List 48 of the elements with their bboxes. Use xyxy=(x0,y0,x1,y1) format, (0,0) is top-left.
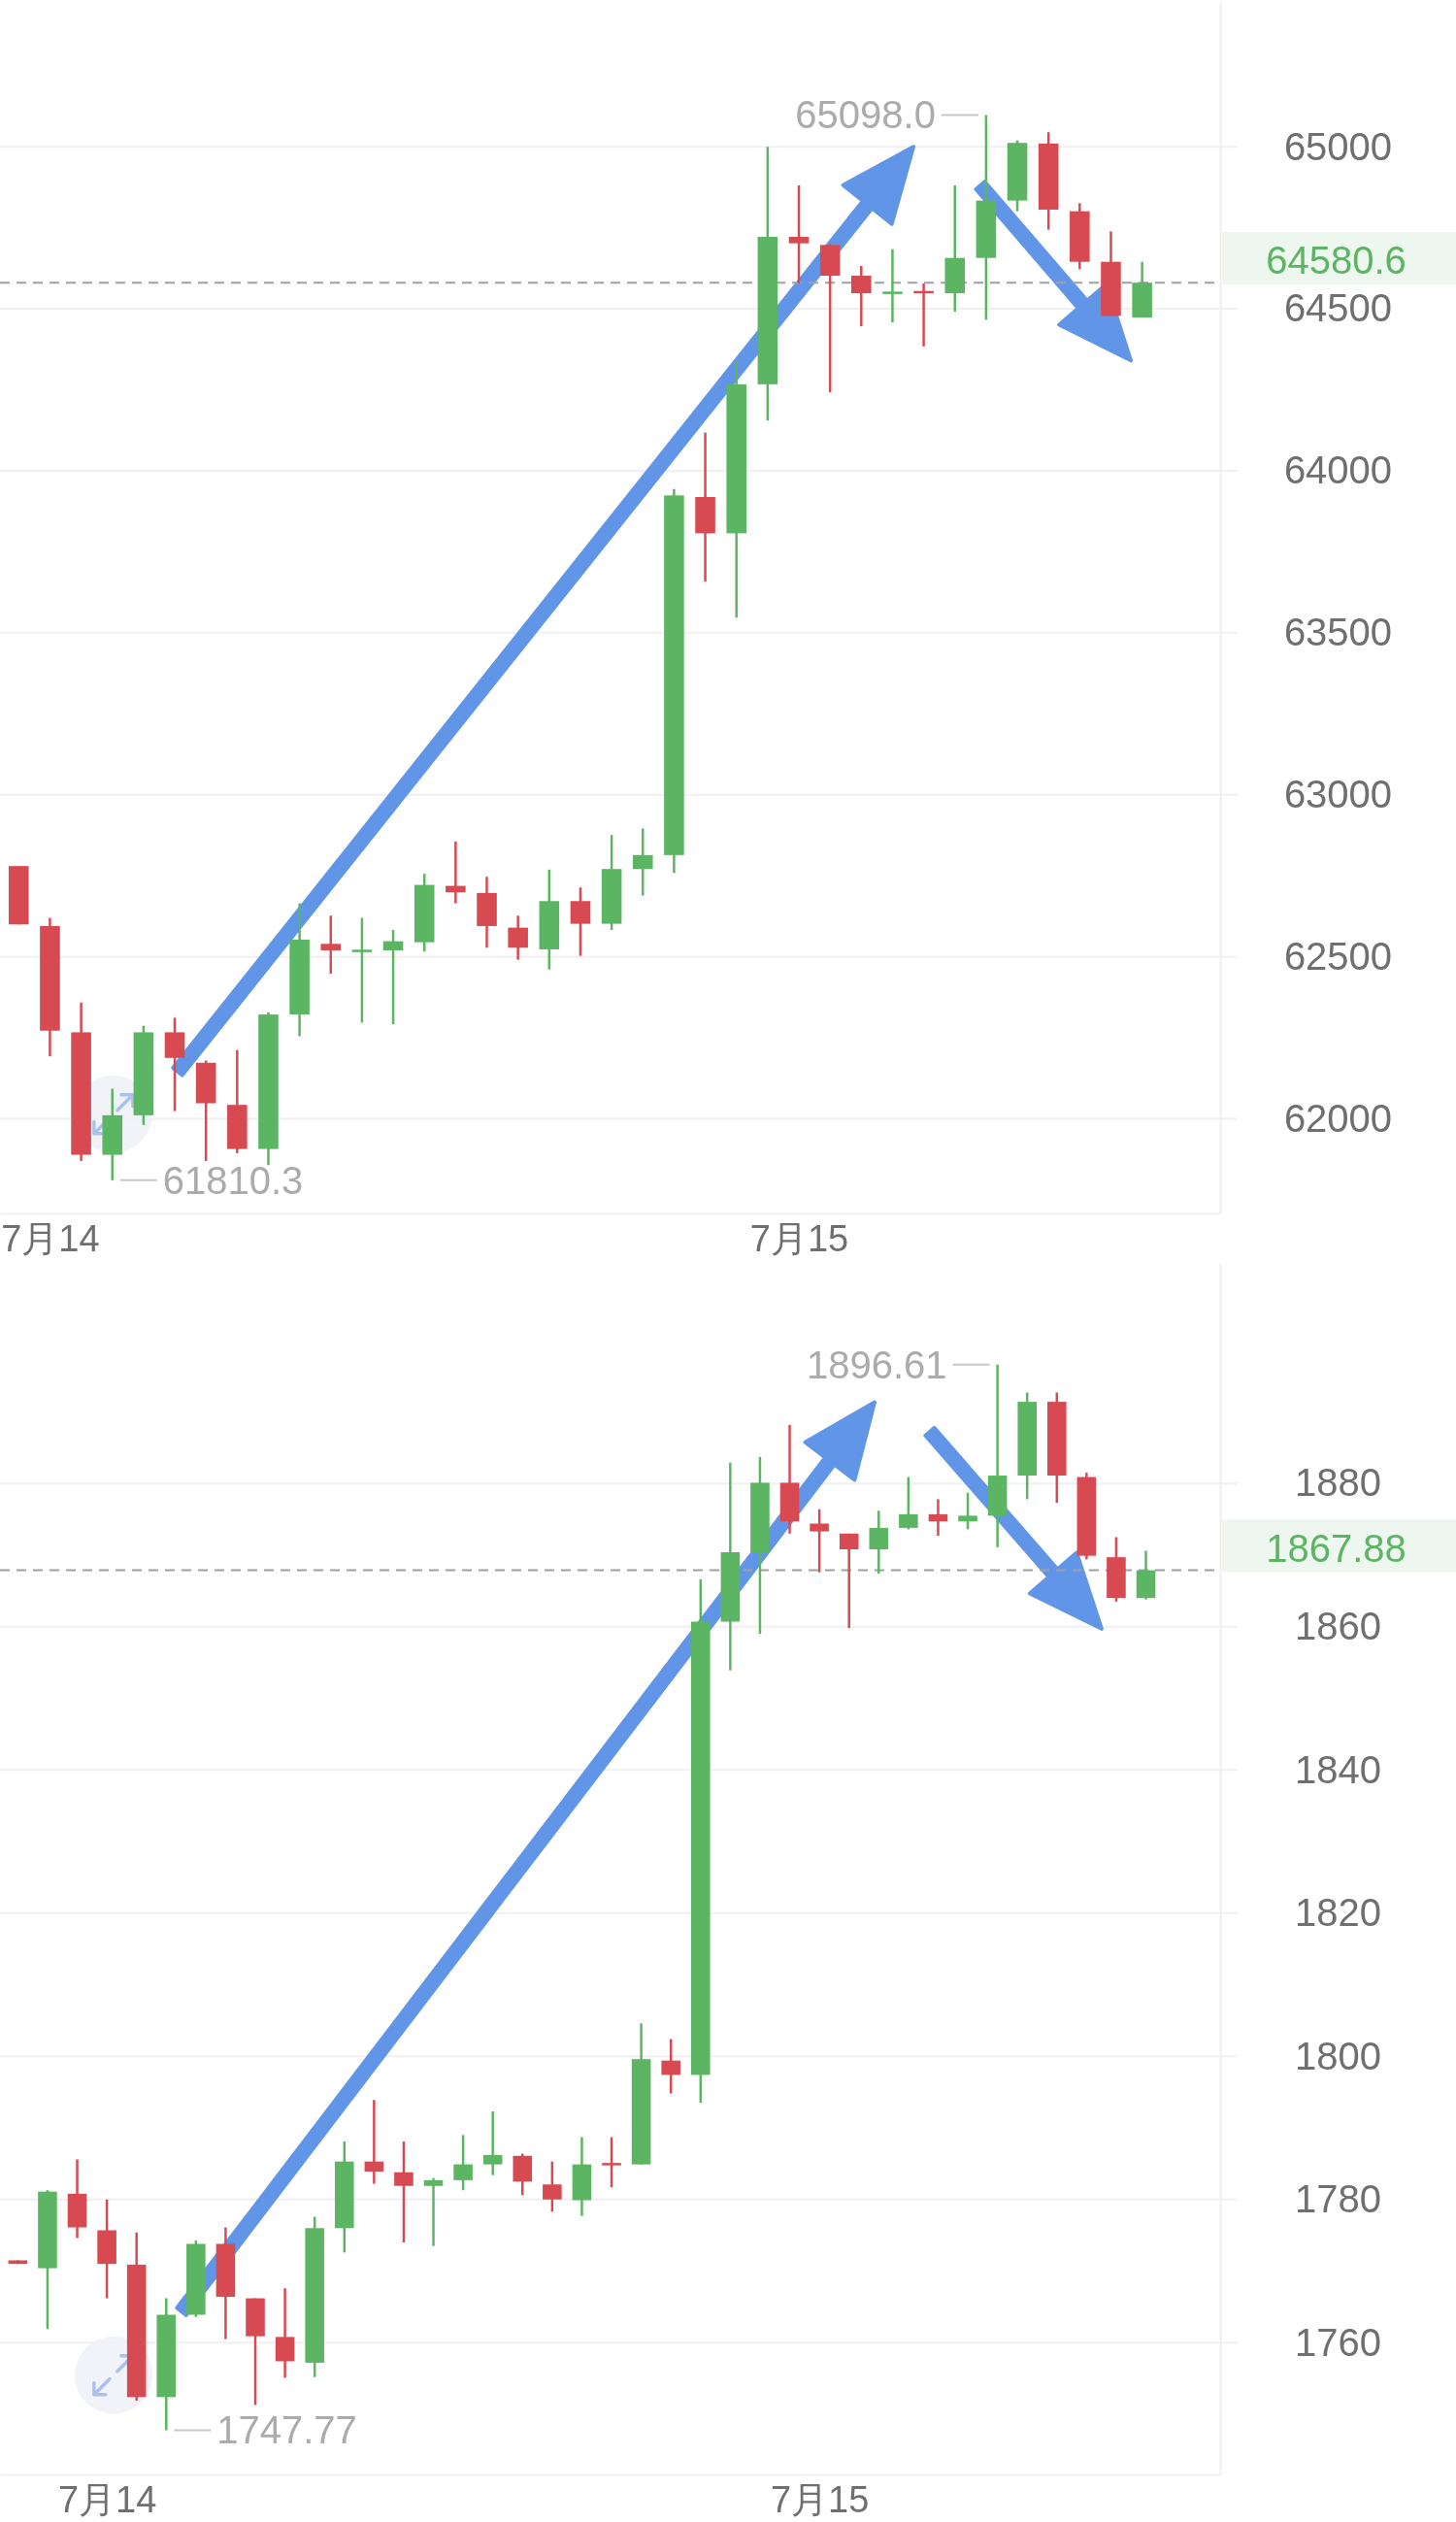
candlestick xyxy=(543,2160,562,2213)
candlestick xyxy=(928,1498,948,1538)
ref-line-label: 1867.88 xyxy=(1266,1526,1406,1570)
x-tick-label: 7月15 xyxy=(770,2478,870,2520)
y-tick-label: 62000 xyxy=(1283,1096,1393,1140)
candlestick xyxy=(602,2136,621,2189)
y-tick-label: 1880 xyxy=(1295,1461,1381,1505)
candlestick xyxy=(364,2098,384,2185)
candlestick xyxy=(320,914,342,976)
ref-line-label: 64580.6 xyxy=(1266,239,1406,282)
y-tick-label: 62500 xyxy=(1283,934,1393,978)
candlestick xyxy=(382,928,404,1026)
annotation: 61810.3 xyxy=(162,1158,304,1202)
candlestick xyxy=(351,916,373,1024)
candlestick xyxy=(570,885,591,957)
candlestick xyxy=(882,248,903,324)
y-tick-label: 1800 xyxy=(1295,2034,1381,2077)
y-tick-label: 1760 xyxy=(1295,2320,1381,2364)
candlestick xyxy=(508,914,528,961)
y-tick-label: 65000 xyxy=(1283,124,1393,168)
candlestick xyxy=(839,1532,859,1630)
y-tick-label: 1780 xyxy=(1295,2177,1381,2221)
y-tick-label: 1840 xyxy=(1295,1747,1381,1791)
annotation: 1747.77 xyxy=(216,2408,357,2452)
annotation: 65098.0 xyxy=(795,93,936,137)
x-tick-label: 7月15 xyxy=(749,1217,849,1259)
candlestick xyxy=(810,1508,829,1574)
candlestick xyxy=(446,840,466,905)
annotation: 1896.61 xyxy=(807,1343,947,1386)
y-tick-label: 63500 xyxy=(1283,611,1393,654)
candlestick xyxy=(661,2038,680,2095)
candlestick xyxy=(851,264,872,328)
y-tick-label: 1860 xyxy=(1295,1604,1381,1647)
y-tick-label: 64000 xyxy=(1283,448,1393,492)
y-tick-label: 1820 xyxy=(1295,1891,1381,1935)
x-tick-label: 7月14 xyxy=(1,1217,100,1259)
candlestick xyxy=(869,1509,889,1576)
candlestick xyxy=(423,2176,444,2247)
candlestick xyxy=(958,1491,977,1531)
candlestick xyxy=(482,2109,503,2176)
candlestick xyxy=(632,827,653,897)
candlestick xyxy=(899,1476,918,1531)
x-tick-label: 7月14 xyxy=(57,2478,157,2520)
y-tick-label: 64500 xyxy=(1283,286,1393,330)
candlestick xyxy=(394,2140,414,2244)
candlestick xyxy=(788,183,810,285)
candlestick xyxy=(453,2134,473,2192)
y-tick-label: 63000 xyxy=(1283,773,1393,816)
